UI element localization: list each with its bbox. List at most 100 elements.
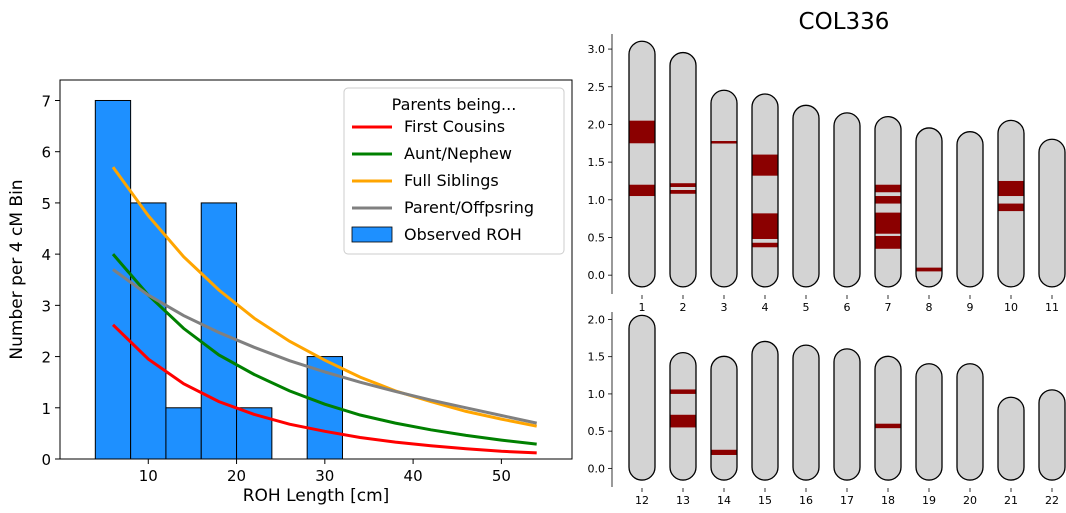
chromosome: 14	[710, 355, 738, 507]
y-tick-label: 2.5	[588, 81, 606, 94]
chromosome-label: 1	[639, 301, 646, 314]
chromosome-outline	[915, 127, 943, 288]
plot-frame	[59, 79, 573, 460]
y-tick-label: 0.5	[588, 231, 606, 244]
y-tick-label: 7	[41, 92, 51, 110]
chromosome: 6	[833, 112, 861, 314]
legend-swatch	[351, 226, 393, 243]
chromosome-label: 18	[881, 494, 895, 507]
chromosome: 16	[792, 344, 820, 507]
y-tick-label: 0.0	[588, 269, 606, 282]
chromosome-outline	[751, 340, 779, 481]
chromosome-body	[834, 112, 860, 287]
chromosome-label: 14	[717, 494, 731, 507]
y-tick-label: 1.5	[588, 156, 606, 169]
chromosome-outline	[997, 396, 1025, 481]
karyotype-rows: 0.00.51.01.52.02.53.01 2 3 4 5 6 7 8 9 10 110.00.5…	[588, 34, 1066, 507]
chromosome: 3	[710, 89, 738, 314]
chromosome-label: 5	[803, 301, 810, 314]
chromosome-label: 3	[721, 301, 728, 314]
roh-segment	[875, 423, 901, 429]
x-tick-label: 40	[404, 467, 423, 485]
y-axis-ticks: 0 1 2 3 4 5 6 7	[41, 92, 60, 469]
karyotype-chart: COL336 0.00.51.01.52.02.53.01 2 3 4 5 6 7 8 9 10 1…	[588, 9, 1066, 507]
chart-title: COL336	[799, 9, 890, 35]
chromosome-label: 6	[844, 301, 851, 314]
chromosome-label: 7	[885, 301, 892, 314]
karyotype-row: 0.0 0.5 1.0 1.5 2.0 2.5 3.0 1 2 3 4 5 6 7 8 9 10 11	[588, 34, 1066, 314]
chromosome-body	[752, 341, 778, 481]
chromosome-body	[1039, 139, 1065, 287]
roh-segment	[752, 154, 778, 176]
histogram-bar	[130, 202, 167, 460]
y-axis-label: Number per 4 cM Bin	[7, 179, 27, 359]
roh-segment	[670, 190, 696, 194]
chromosome: 1	[628, 40, 656, 314]
y-tick-label: 1.0	[588, 388, 606, 401]
roh-segment	[752, 242, 778, 248]
series-line	[111, 166, 537, 428]
chromosome-outline	[833, 348, 861, 481]
legend-entry: Full Siblings	[404, 171, 499, 190]
chromosome: 12	[628, 314, 656, 507]
roh-segment	[670, 414, 696, 428]
chromosome-label: 17	[840, 494, 854, 507]
chromosome-label: 16	[799, 494, 813, 507]
chromosome: 5	[792, 104, 820, 314]
roh-segment	[670, 183, 696, 187]
chromosome-label: 11	[1045, 301, 1059, 314]
chromosome-outline	[874, 355, 902, 481]
chromosome-outline	[751, 93, 779, 288]
x-axis-label: ROH Length [cm]	[243, 486, 390, 506]
chromosome-outline	[833, 112, 861, 288]
x-tick-label: 20	[227, 467, 246, 485]
y-tick-label: 0.5	[588, 425, 606, 438]
chromosome-body	[998, 397, 1024, 481]
chromosome-label: 4	[762, 301, 769, 314]
series-line	[111, 253, 537, 446]
chromosome: 18	[874, 355, 902, 507]
chromosome-label: 20	[963, 494, 977, 507]
y-tick-label: 2.0	[588, 118, 606, 131]
chromosome-outline	[710, 355, 738, 481]
x-axis-ticks: 10 20 30 40 50	[139, 459, 511, 485]
chromosome-label: 8	[926, 301, 933, 314]
chromosome-body	[875, 356, 901, 481]
chromosome-body	[916, 363, 942, 481]
x-tick-label: 30	[315, 467, 334, 485]
chromosome-label: 9	[967, 301, 974, 314]
chromosome-body	[957, 363, 983, 481]
chromosome: 7	[874, 115, 902, 314]
series-line	[112, 268, 538, 425]
chromosome-label: 22	[1045, 494, 1059, 507]
chromosome-body	[957, 131, 983, 287]
chromosome-outline	[1038, 138, 1066, 288]
roh-segment	[711, 141, 737, 144]
legend-entry: Parent/Offpsring	[404, 198, 534, 217]
chromosome-outline	[792, 344, 820, 481]
chromosome-body	[1039, 389, 1065, 481]
chromosome-label: 19	[922, 494, 936, 507]
legend-title: Parents being...	[392, 95, 517, 114]
chromosome-outline	[956, 363, 984, 481]
chromosome-outline	[874, 115, 902, 288]
roh-segment	[875, 212, 901, 234]
chromosome-label: 12	[635, 494, 649, 507]
chromosome-label: 10	[1004, 301, 1018, 314]
x-tick-label: 10	[139, 467, 158, 485]
roh-segment	[629, 120, 655, 144]
chromosome-body	[793, 345, 819, 481]
chromosome-outline	[628, 314, 656, 481]
roh-segment	[629, 184, 655, 197]
legend-box	[343, 87, 565, 255]
chromosome: 15	[751, 340, 779, 507]
chromosome: 22	[1038, 389, 1066, 507]
chromosome-outline	[710, 89, 738, 288]
y-tick-label: 1.0	[588, 194, 606, 207]
chromosome: 9	[956, 131, 984, 314]
chromosome: 20	[956, 363, 984, 507]
chromosome: 4	[751, 93, 779, 314]
roh-segment	[998, 203, 1024, 212]
roh-segment	[916, 267, 942, 272]
